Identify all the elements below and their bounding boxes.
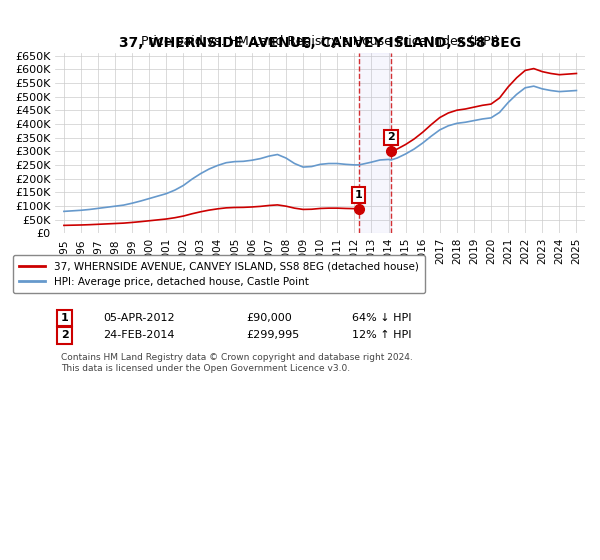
Text: £90,000: £90,000 — [246, 313, 292, 323]
Bar — [359, 53, 391, 234]
Text: 24-FEB-2014: 24-FEB-2014 — [103, 330, 175, 340]
Legend: 37, WHERNSIDE AVENUE, CANVEY ISLAND, SS8 8EG (detached house), HPI: Average pric: 37, WHERNSIDE AVENUE, CANVEY ISLAND, SS8… — [13, 255, 425, 293]
Text: Contains HM Land Registry data © Crown copyright and database right 2024.
This d: Contains HM Land Registry data © Crown c… — [61, 353, 412, 372]
Text: 1: 1 — [61, 313, 68, 323]
Text: 2: 2 — [387, 133, 395, 142]
Text: 05-APR-2012: 05-APR-2012 — [103, 313, 175, 323]
Text: 2: 2 — [61, 330, 68, 340]
Text: 1: 1 — [355, 190, 362, 200]
Text: 64% ↓ HPI: 64% ↓ HPI — [352, 313, 412, 323]
Title: 37, WHERNSIDE AVENUE, CANVEY ISLAND, SS8 8EG: 37, WHERNSIDE AVENUE, CANVEY ISLAND, SS8… — [119, 36, 521, 50]
Text: 12% ↑ HPI: 12% ↑ HPI — [352, 330, 412, 340]
Text: £299,995: £299,995 — [246, 330, 299, 340]
Text: Price paid vs. HM Land Registry's House Price Index (HPI): Price paid vs. HM Land Registry's House … — [141, 35, 499, 48]
